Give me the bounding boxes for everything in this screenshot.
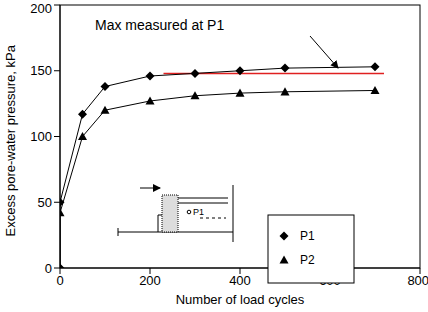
- svg-text:P2: P2: [300, 253, 315, 267]
- svg-text:Number of load cycles: Number of load cycles: [176, 292, 305, 307]
- svg-text:50: 50: [38, 195, 52, 210]
- svg-text:800: 800: [407, 273, 420, 288]
- svg-text:100: 100: [30, 129, 52, 144]
- svg-text:400: 400: [229, 273, 251, 288]
- svg-text:Max measured at P1: Max measured at P1: [95, 17, 224, 33]
- svg-text:P1: P1: [300, 229, 315, 243]
- svg-text:Excess pore-water pressure, kP: Excess pore-water pressure, kPa: [8, 44, 18, 236]
- svg-text:0: 0: [45, 261, 52, 276]
- svg-text:P1: P1: [193, 207, 204, 217]
- svg-text:200: 200: [30, 1, 52, 16]
- svg-text:0: 0: [56, 273, 63, 288]
- svg-text:150: 150: [30, 63, 52, 78]
- svg-text:200: 200: [139, 273, 161, 288]
- svg-text:600: 600: [319, 273, 341, 288]
